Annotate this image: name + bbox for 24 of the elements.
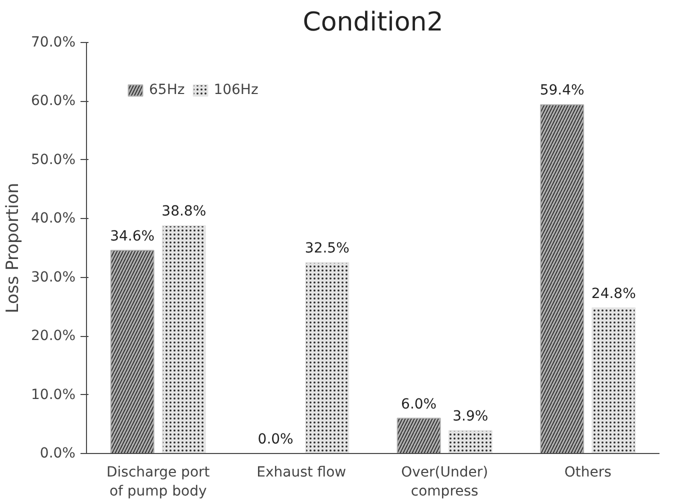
data-label: 3.9% xyxy=(452,408,488,425)
chart-title: Condition2 xyxy=(302,8,444,38)
y-tick-label: 40.0% xyxy=(31,210,76,227)
y-tick-label: 0.0% xyxy=(40,446,76,462)
data-label: 24.8% xyxy=(591,286,636,302)
y-tick-label: 60.0% xyxy=(31,93,76,110)
x-tick-label: Others xyxy=(564,464,612,480)
y-axis-title: Loss Proportion xyxy=(3,182,24,314)
data-label: 6.0% xyxy=(401,396,437,412)
data-label: 32.5% xyxy=(304,240,350,257)
y-tick-label: 20.0% xyxy=(31,328,76,344)
legend-label: 106Hz xyxy=(214,82,258,98)
y-tick-label: 10.0% xyxy=(31,386,76,403)
x-tick-label: Exhaust flow xyxy=(256,464,346,480)
y-tick-label: 30.0% xyxy=(31,269,76,286)
x-tick-label: Over(Under) compress xyxy=(401,464,488,500)
x-tick-label: Discharge port of pump body xyxy=(106,464,210,500)
y-tick-label: 70.0% xyxy=(31,34,76,50)
data-label: 34.6% xyxy=(110,228,155,244)
data-label: 0.0% xyxy=(258,432,294,448)
y-tick-label: 50.0% xyxy=(31,152,76,168)
legend-label: 65Hz xyxy=(149,82,185,98)
data-label: 38.8% xyxy=(162,204,206,220)
data-label: 59.4% xyxy=(540,82,584,99)
